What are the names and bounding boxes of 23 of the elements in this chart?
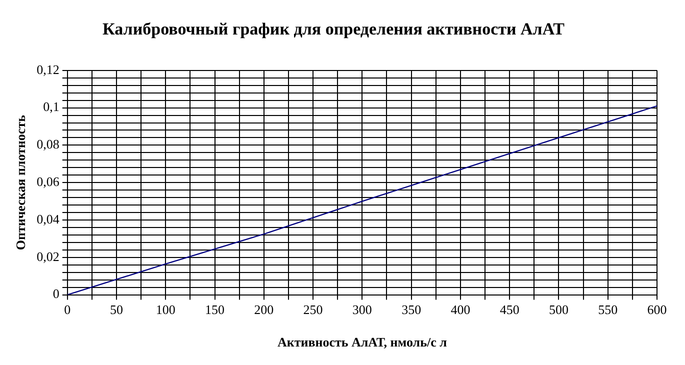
x-tick-label: 150 bbox=[205, 302, 225, 318]
x-tick-label: 300 bbox=[352, 302, 372, 318]
x-tick-label: 600 bbox=[647, 302, 667, 318]
y-tick-label: 0,04 bbox=[36, 211, 60, 226]
x-tick-label: 200 bbox=[254, 302, 274, 318]
x-axis-title: Активность АлАТ, нмоль/с л bbox=[277, 334, 447, 350]
x-tick-label: 450 bbox=[500, 302, 520, 318]
y-tick-label: 0,08 bbox=[36, 136, 60, 152]
x-tick-label: 400 bbox=[450, 302, 470, 318]
y-tick-label: 0,12 bbox=[36, 62, 60, 77]
x-tick-label: 350 bbox=[402, 302, 422, 318]
x-tick-label: 0 bbox=[64, 302, 71, 318]
x-tick-label: 500 bbox=[548, 302, 568, 318]
chart-title: Калибровочный график для определения активности АлАТ bbox=[102, 20, 566, 39]
y-tick-label: 0,1 bbox=[43, 99, 60, 114]
x-tick-label: 250 bbox=[303, 302, 323, 318]
x-tick-label: 100 bbox=[156, 302, 176, 318]
y-tick-label: 0,06 bbox=[36, 174, 60, 190]
x-tick-label: 550 bbox=[598, 302, 618, 318]
y-tick-label: 0 bbox=[52, 286, 60, 302]
y-axis-title: Оптическая плотность bbox=[13, 114, 28, 250]
x-tick-label: 50 bbox=[110, 302, 123, 318]
y-tick-label: 0,02 bbox=[36, 248, 60, 264]
